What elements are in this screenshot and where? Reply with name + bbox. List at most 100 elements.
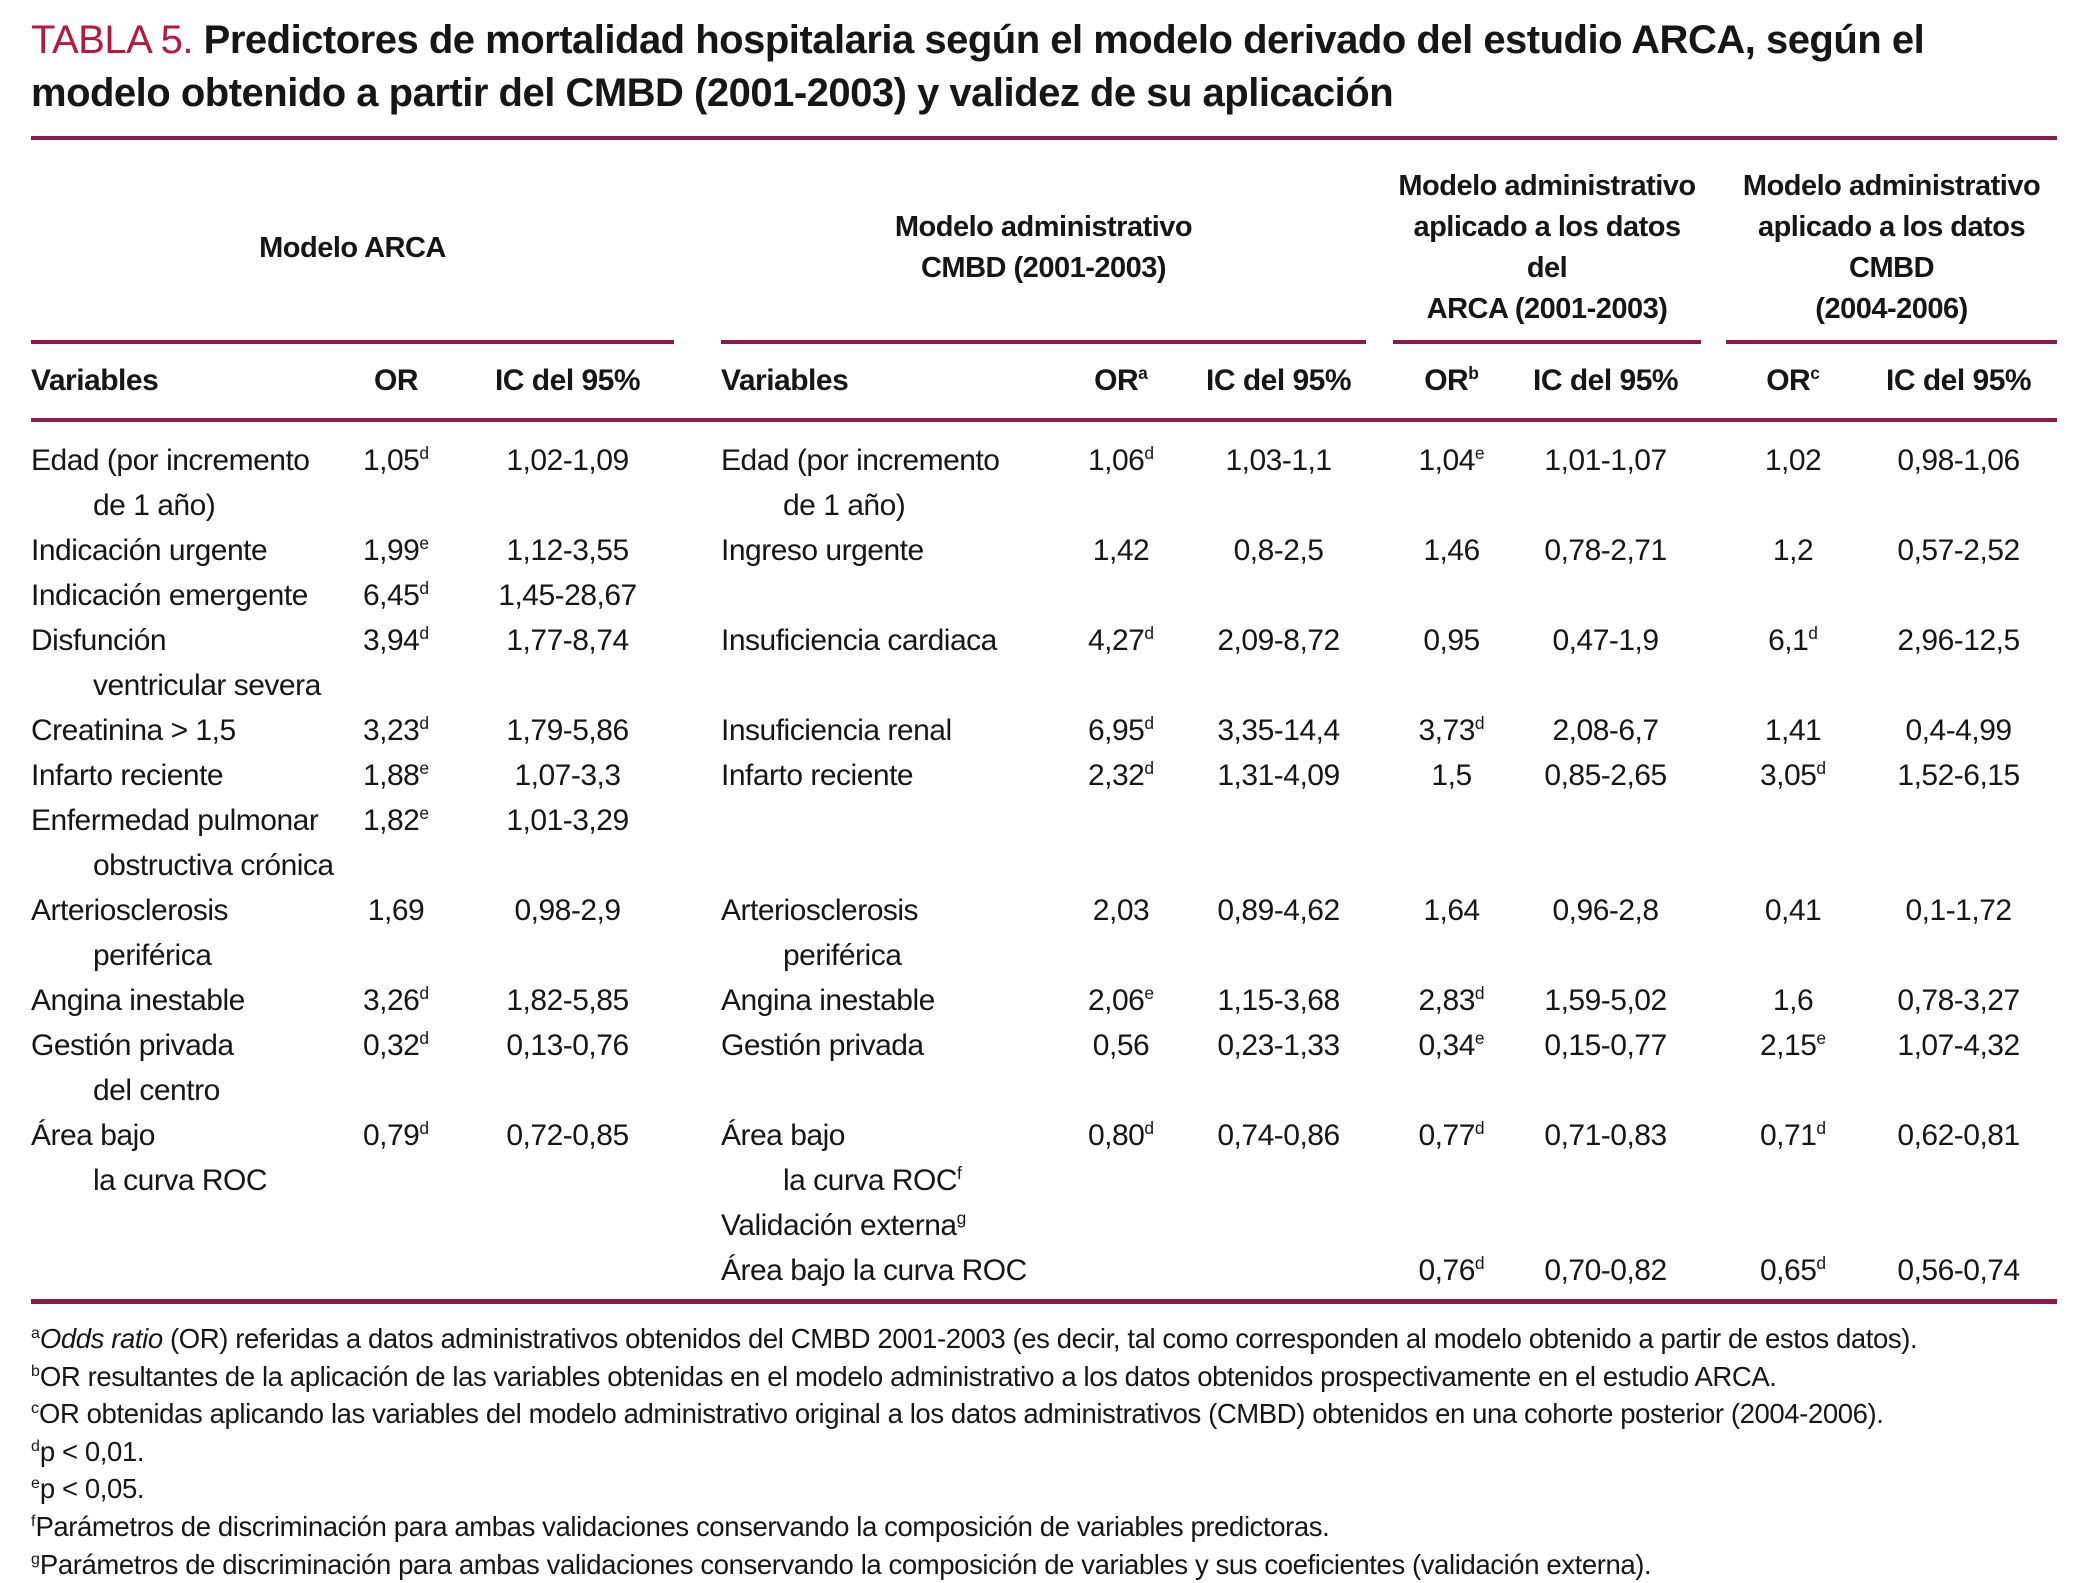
cell-gap [1701,1203,1726,1248]
footnote: dp < 0,01. [31,1435,145,1467]
superscript-marker: e [419,803,430,823]
ic-value-cell [461,1203,674,1248]
footnote-marker: b [31,1362,40,1380]
footnote-marker: g [31,1550,40,1568]
cell-gap [1366,1248,1393,1293]
footnote: fParámetros de discriminación para ambas… [31,1510,1330,1542]
ic-value-cell: 1,45-28,67 [498,579,637,612]
table-title-tag: TABLA 5. [31,18,194,62]
variable-cell [31,1203,331,1248]
or-value-cell: 1,42 [1092,534,1150,567]
superscript-marker: d [419,1118,430,1138]
or-value-cell [1051,1248,1191,1293]
ic-value-cell: 0,1-1,72 [1905,894,2012,927]
or-value-cell [1726,1203,1860,1248]
group-header-gap [674,166,721,342]
cell-gap [674,1023,721,1113]
variable-line: Ingreso urgente [721,534,924,567]
cell-gap [674,798,721,888]
variable-line: ventricular severa [93,669,321,702]
group-header-line: Modelo administrativo [1742,170,2041,202]
superscript-marker: e [1474,443,1485,463]
variable-cell: Insuficiencia cardiaca [721,618,1051,708]
variable-cell: Insuficiencia renal [721,708,1051,753]
predictors-table: Modelo ARCA Modelo administrativo CMBD (20… [31,166,2058,1293]
variable-line: la curva ROC [93,1164,268,1197]
variable-line: Arteriosclerosis [31,894,229,927]
superscript-marker: f [957,1163,962,1183]
superscript-marker: e [419,758,430,778]
cell-gap [1366,1113,1393,1203]
variable-line: Edad (por incremento [721,444,1000,477]
footnote: gParámetros de discriminación para ambas… [31,1548,1652,1580]
superscript-marker: d [1816,1118,1827,1138]
table-row: Área bajo la curva ROC 0,76d 0,70-0,82 0,65… [31,1248,2057,1293]
or-value-cell [1393,798,1510,888]
cell-gap [674,1203,721,1248]
column-header-or: OR [331,342,461,422]
or-value-cell: 6,95d [1087,713,1155,747]
variable-line: periférica [783,939,902,972]
ic-value-cell [1510,1203,1701,1248]
ic-value-cell: 1,01-3,29 [506,804,629,837]
table-row: Gestión privada del centro 0,32d 0,13-0,76 G… [31,1023,2057,1113]
group-header-4: Modelo administrativo aplicado a los dato… [1726,166,2058,344]
superscript-marker: d [1144,1118,1155,1138]
ic-value-cell: 0,47-1,9 [1552,624,1659,657]
variable-line: Infarto reciente [721,759,914,792]
cell-gap [1366,888,1393,978]
ic-value-cell [1860,1203,2057,1248]
or-value-cell: 1,6 [1772,984,1814,1017]
superscript-marker: d [1474,983,1485,1003]
variable-cell: Infarto reciente [721,753,1051,798]
table-row: Creatinina > 1,5 3,23d 1,79-5,86 Insuficien… [31,708,2057,753]
ic-value-cell: 0,62-0,81 [1897,1119,2020,1152]
cell-gap [1366,708,1393,753]
table-row: Validación externag [31,1203,2057,1248]
footnote: cOR obtenidas aplicando las variables de… [31,1398,1884,1430]
ic-value-cell: 1,79-5,86 [506,714,629,747]
group-header-2: Modelo administrativo CMBD (2001-2003) [721,166,1367,344]
cell-gap [1701,888,1726,978]
cell-gap [1701,528,1726,573]
group-header-line: Modelo administrativo [894,211,1193,243]
superscript-marker: c [1810,363,1820,383]
superscript-marker: d [1144,443,1155,463]
table-head: Modelo ARCA Modelo administrativo CMBD (20… [31,166,2058,422]
ic-value-cell: 1,02-1,09 [506,444,629,477]
cell-gap [674,618,721,708]
superscript-marker: d [1474,713,1485,733]
ic-value-cell: 1,12-3,55 [506,534,629,567]
cell-gap [1701,573,1726,618]
cell-gap [674,978,721,1023]
or-value-cell: 0,34e [1418,1028,1485,1062]
or-value-cell: 0,41 [1764,894,1822,927]
or-value-cell: 0,56 [1092,1029,1150,1062]
or-value-cell [1726,573,1860,618]
ic-value-cell: 0,98-2,9 [514,894,621,927]
footnote-marker: f [31,1512,36,1530]
footnote: ep < 0,05. [31,1473,145,1505]
variable-cell: Angina inestable [721,978,1051,1023]
superscript-marker: d [1144,713,1155,733]
or-value-cell: 0,79d [362,1118,430,1152]
table-row: Edad (por incremento de 1 año) 1,05d 1,02-1… [31,420,2057,528]
superscript-marker: d [1144,623,1155,643]
superscript-marker: d [419,578,430,598]
or-value-cell: 2,06e [1087,983,1155,1017]
variable-cell: Área bajo la curva ROCf [721,1113,1051,1203]
variable-cell: Indicación emergente [31,573,331,618]
ic-value-cell: 1,31-4,09 [1217,759,1340,792]
or-value-cell: 3,94d [362,623,430,657]
superscript-marker: d [419,623,430,643]
cell-gap [1701,420,1726,528]
ic-value-cell: 2,08-6,7 [1552,714,1659,747]
table-body: Edad (por incremento de 1 año) 1,05d 1,02-1… [31,420,2057,1293]
variable-cell: Edad (por incremento de 1 año) [31,420,331,528]
or-value-cell: 1,06d [1087,443,1155,477]
ic-value-cell [1860,573,2057,618]
or-value-cell [331,1203,461,1248]
cell-gap [674,753,721,798]
table-title: TABLA 5. Predictores de mortalidad hospi… [31,14,2041,120]
ic-value-cell [1191,573,1366,618]
